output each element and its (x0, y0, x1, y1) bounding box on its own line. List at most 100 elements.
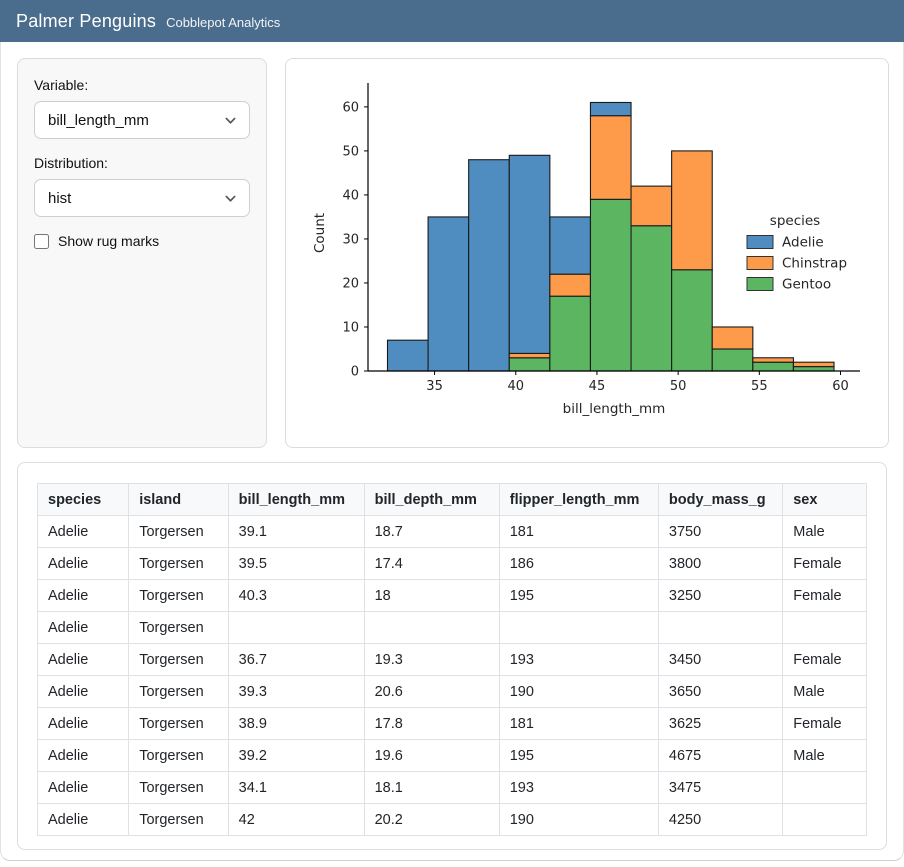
table-cell: Adelie (36, 803, 130, 836)
table-cell: 17.8 (363, 707, 500, 740)
bar-segment-chinstrap (589, 115, 632, 200)
table-cell: 19.3 (363, 643, 500, 676)
legend-swatch-adelie (746, 235, 774, 249)
table-cell: Adelie (36, 771, 130, 804)
table-cell: 18.7 (363, 515, 500, 548)
x-tick-label: 50 (670, 379, 687, 394)
page-title: Palmer Penguins (16, 10, 157, 31)
table-cell: Adelie (36, 611, 130, 644)
bar-segment-gentoo (508, 357, 551, 372)
table-cell: Torgersen (128, 675, 229, 708)
table-cell: 3750 (657, 515, 784, 548)
y-tick-label: 50 (342, 144, 359, 159)
bar-segment-chinstrap (630, 185, 673, 227)
table-cell: 39.1 (227, 515, 365, 548)
table-cell: 186 (498, 547, 659, 580)
legend-label-gentoo: Gentoo (782, 277, 831, 293)
histogram-card: 35 40 45 50 55 60 0 10 20 30 40 50 60 bill_length_mm C… (285, 58, 889, 448)
table-cell: Adelie (36, 675, 130, 708)
table-row: Adelie Torgersen 40.3 18 195 3250 Female (36, 579, 867, 612)
bar-segment-adelie (386, 339, 429, 372)
histogram-plot: 35 40 45 50 55 60 0 10 20 30 40 50 60 bill_length_mm C… (312, 83, 860, 417)
table-cell: 20.2 (363, 803, 500, 836)
show-rug-checkbox[interactable] (34, 233, 49, 249)
bar-segment-gentoo (752, 361, 794, 372)
x-tick-label: 55 (751, 379, 768, 394)
column-header-bill_depth_mm: bill_depth_mm (363, 483, 500, 516)
table-cell: 34.1 (227, 771, 365, 804)
data-table-card: species island bill_length_mm bill_depth_mm… (17, 462, 887, 850)
table-cell: Torgersen (128, 803, 229, 836)
table-cell: 193 (498, 771, 659, 804)
table-cell: 39.3 (227, 675, 365, 708)
sidebar: Variable: bill_length_mm Distribution: h… (17, 58, 267, 448)
column-header-body_mass_g: body_mass_g (657, 483, 784, 516)
table-cell: 18 (363, 579, 500, 612)
table-cell: 3450 (657, 643, 784, 676)
x-axis-label: bill_length_mm (563, 401, 666, 417)
bar-segment-adelie (508, 154, 551, 354)
table-cell (657, 611, 784, 644)
table-cell: 190 (498, 675, 659, 708)
table-row: Adelie Torgersen (36, 611, 867, 644)
table-cell: 40.3 (227, 579, 365, 612)
table-cell (363, 611, 500, 644)
table-cell: 18.1 (363, 771, 500, 804)
distribution-label: Distribution: (34, 155, 108, 171)
column-header-flipper_length_mm: flipper_length_mm (498, 483, 659, 516)
table-cell (782, 803, 867, 836)
y-tick-label: 10 (342, 320, 359, 335)
table-cell: Torgersen (128, 643, 229, 676)
table-cell: 4250 (657, 803, 784, 836)
table-cell: 3800 (657, 547, 784, 580)
table-cell: 195 (498, 739, 659, 772)
distribution-select[interactable]: hist (34, 179, 250, 217)
distribution-select-value: hist (48, 189, 72, 207)
table-cell: 181 (498, 707, 659, 740)
table-row: Adelie Torgersen 42 20.2 190 4250 (36, 803, 867, 836)
x-tick-label: 35 (426, 379, 443, 394)
bar-segment-adelie (427, 216, 470, 372)
table-cell: Adelie (36, 739, 130, 772)
bar-segment-chinstrap (671, 150, 713, 271)
table-cell: 42 (227, 803, 365, 836)
bar-segment-chinstrap (711, 326, 754, 350)
table-cell (782, 771, 867, 804)
table-cell: 3625 (657, 707, 784, 740)
table-cell: Adelie (36, 547, 130, 580)
chevron-down-icon (225, 117, 236, 124)
bar-segment-chinstrap (752, 357, 794, 363)
bar-segment-adelie (549, 216, 591, 275)
bar-segment-chinstrap (792, 361, 835, 368)
bar-segment-chinstrap (549, 273, 591, 297)
table-cell: 190 (498, 803, 659, 836)
table-cell: Torgersen (128, 771, 229, 804)
table-cell: 3650 (657, 675, 784, 708)
table-cell: 39.2 (227, 739, 365, 772)
table-row: Adelie Torgersen 36.7 19.3 193 3450 Female (36, 643, 867, 676)
table-cell: Torgersen (128, 547, 229, 580)
table-cell: 195 (498, 579, 659, 612)
table-cell: 181 (498, 515, 659, 548)
table-header-row: species island bill_length_mm bill_depth_mm… (36, 483, 867, 516)
main-content: Variable: bill_length_mm Distribution: h… (0, 42, 904, 861)
variable-select[interactable]: bill_length_mm (34, 101, 250, 139)
chevron-down-icon (225, 195, 236, 202)
column-header-island: island (128, 483, 229, 516)
penguin-table: species island bill_length_mm bill_depth_mm… (36, 483, 867, 836)
table-cell: Adelie (36, 707, 130, 740)
table-cell: Female (782, 643, 867, 676)
show-rug-label: Show rug marks (58, 233, 160, 249)
table-cell: 39.5 (227, 547, 365, 580)
y-axis-label: Count (312, 213, 328, 253)
bar-segment-adelie (468, 159, 510, 372)
table-cell: Female (782, 707, 867, 740)
table-cell: Torgersen (128, 579, 229, 612)
table-cell (227, 611, 365, 644)
table-cell: 36.7 (227, 643, 365, 676)
y-tick-label: 40 (342, 188, 359, 203)
table-cell: 19.6 (363, 739, 500, 772)
x-tick-label: 40 (507, 379, 524, 394)
table-row: Adelie Torgersen 39.5 17.4 186 3800 Female (36, 547, 867, 580)
table-cell: Male (782, 515, 867, 548)
